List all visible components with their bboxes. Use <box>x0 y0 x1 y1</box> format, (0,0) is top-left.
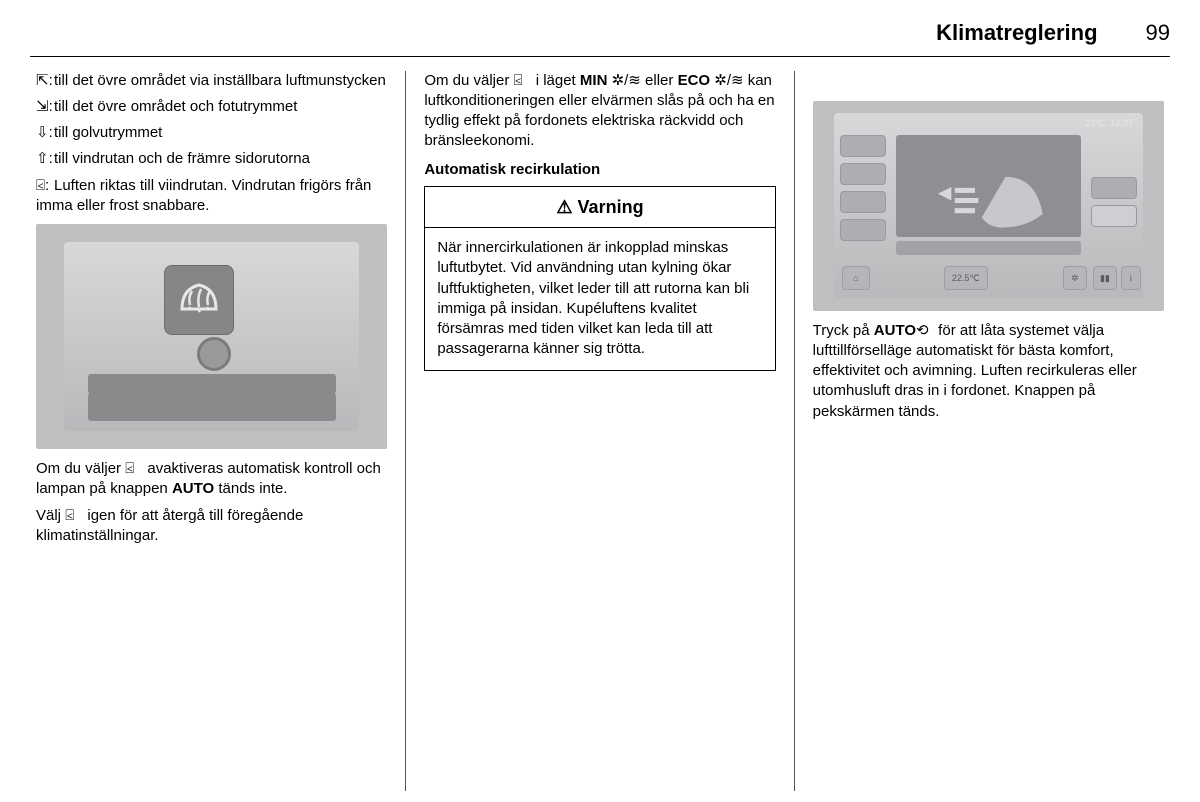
defrost-icon-inline-2: ⍃ <box>65 506 83 526</box>
recirc-icon: ⟲ <box>916 321 934 341</box>
warning-body: När innercirkulationen är inkopplad mins… <box>425 228 774 370</box>
touchscreen-inner: 29℃ 12:37 ⌂ 22.5℃ ✲ ▮▮ <box>834 113 1143 298</box>
center-display <box>896 135 1081 237</box>
eco-label: ECO <box>678 72 711 89</box>
warning-title: ⚠ Varning <box>425 187 774 228</box>
left-softkey-2 <box>840 163 886 185</box>
content-columns: ⇱: till det övre området via inställbara… <box>30 71 1170 791</box>
min-eco-effect: Om du väljer ⍃ i läget MIN ✲/≋ eller ECO… <box>424 71 775 152</box>
button-row <box>88 374 336 394</box>
airflow-floor-icon: ⇩: <box>36 123 54 143</box>
airflow-upper-icon: ⇱: <box>36 71 54 91</box>
dashboard-photo-inner <box>64 242 359 431</box>
home-icon: ⌂ <box>842 266 870 290</box>
defrost-text: Luften riktas till viindrutan. Vindrutan… <box>36 177 371 214</box>
column-3: 29℃ 12:37 ⌂ 22.5℃ ✲ ▮▮ <box>795 71 1170 791</box>
airflow-mode-windshield-side: ⇧: till vindrutan och de främre sidoruto… <box>36 149 387 169</box>
warning-box: ⚠ Varning När innercirkulationen är inko… <box>424 186 775 371</box>
set-temp-readout: 22.5℃ <box>944 266 988 290</box>
bars-icon: ▮▮ <box>1093 266 1117 290</box>
airflow-windshield-side-text: till vindrutan och de främre sidorutorna <box>54 150 310 167</box>
airflow-mode-upper-foot: ⇲: till det övre området och fotutrymmet <box>36 97 387 117</box>
column-1: ⇱: till det övre området via inställbara… <box>30 71 406 791</box>
defrost-return-previous: Välj ⍃ igen för att återgå till föregåen… <box>36 506 387 547</box>
airflow-windshield-side-icon: ⇧: <box>36 149 54 169</box>
touchscreen-photo: 29℃ 12:37 ⌂ 22.5℃ ✲ ▮▮ <box>813 101 1164 311</box>
left-softkey-3 <box>840 191 886 213</box>
header-page-number: 99 <box>1146 18 1170 48</box>
auto-label: AUTO <box>172 480 214 497</box>
airflow-upper-foot-text: till det övre området och fotutrymmet <box>54 98 297 115</box>
airflow-upper-text: till det övre området via inställbara lu… <box>54 72 386 89</box>
left-softkey-4 <box>840 219 886 241</box>
airflow-upper-foot-icon: ⇲: <box>36 97 54 117</box>
airflow-mode-upper: ⇱: till det övre området via inställbara… <box>36 71 387 91</box>
airflow-mode-floor: ⇩: till golvutrymmet <box>36 123 387 143</box>
right-softkey-1 <box>1091 177 1137 199</box>
info-icon: i <box>1121 266 1141 290</box>
page-header: Klimatreglering 99 <box>30 18 1170 57</box>
auto-mode-description: Tryck på AUTO ⟲ för att låta systemet vä… <box>813 321 1164 422</box>
fan-bar <box>896 241 1081 255</box>
airflow-floor-text: till golvutrymmet <box>54 124 162 141</box>
airflow-mode-defrost: ⍃: Luften riktas till viindrutan. Vindru… <box>36 176 387 217</box>
defrost-icon-inline: ⍃ <box>125 459 143 479</box>
min-label: MIN <box>580 72 608 89</box>
defrost-icon-inline-3: ⍃ <box>514 71 532 91</box>
right-softkey-auto <box>1091 205 1137 227</box>
column-2: Om du väljer ⍃ i läget MIN ✲/≋ eller ECO… <box>406 71 794 791</box>
center-knob-icon <box>197 337 231 371</box>
defrost-disables-auto: Om du väljer ⍃ avaktiveras automatisk ko… <box>36 459 387 500</box>
defrost-badge-icon <box>164 265 234 335</box>
auto-recirc-heading: Automatisk recirkulation <box>424 160 775 180</box>
lower-button-row <box>88 393 336 421</box>
defrost-icon: ⍃: <box>36 176 54 196</box>
dashboard-photo <box>36 224 387 449</box>
left-softkey-1 <box>840 135 886 157</box>
display-temp-time: 29℃ 12:37 <box>1085 117 1133 129</box>
header-title: Klimatreglering <box>936 18 1097 48</box>
auto-label-2: AUTO <box>874 322 916 339</box>
settings-icon: ✲ <box>1063 266 1087 290</box>
